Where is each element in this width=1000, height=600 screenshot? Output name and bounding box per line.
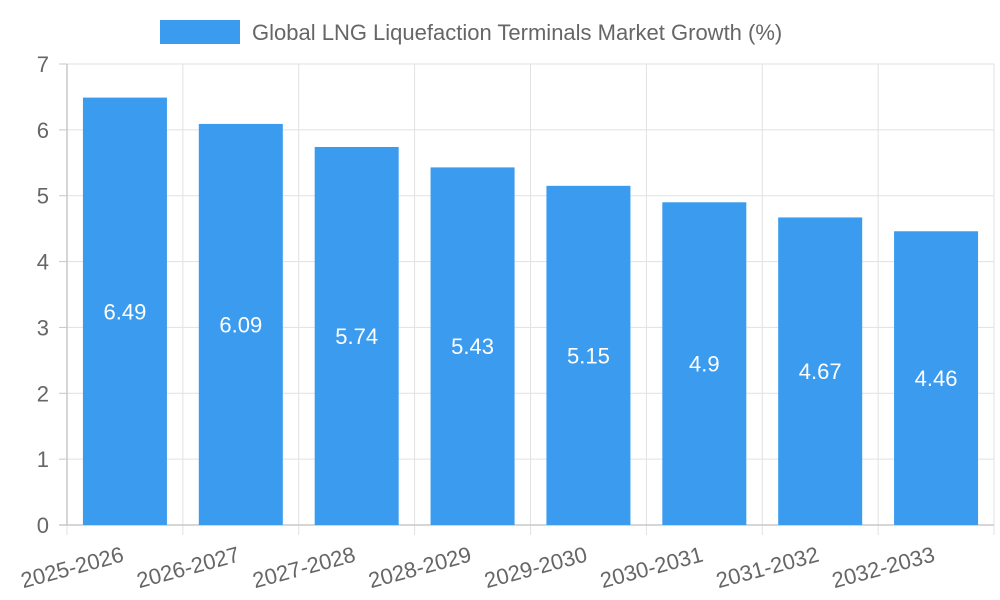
x-tick-labels: 2025-2026 2026-2027 2027-2028 2028-2029 2029… (18, 542, 937, 593)
y-tick-labels: 0 1 2 3 4 5 6 7 (37, 52, 49, 538)
x-tick-label: 2026-2027 (134, 542, 242, 593)
y-tick-label: 6 (37, 118, 49, 143)
bar[interactable] (894, 231, 979, 525)
y-tick-label: 4 (37, 250, 49, 275)
data-label: 5.74 (335, 324, 378, 349)
legend[interactable]: Global LNG Liquefaction Terminals Market… (160, 20, 782, 45)
data-label: 4.9 (689, 352, 720, 377)
bars (82, 97, 979, 526)
x-tick-label: 2032-2033 (829, 542, 937, 593)
legend-swatch (160, 20, 240, 44)
data-label: 6.49 (104, 299, 147, 324)
x-tick-label: 2030-2031 (598, 542, 706, 593)
y-tick-label: 5 (37, 184, 49, 209)
bar[interactable] (314, 146, 399, 526)
x-tick-label: 2028-2029 (366, 542, 474, 593)
y-tick-label: 1 (37, 447, 49, 472)
x-tick-label: 2025-2026 (18, 542, 126, 593)
x-tick-label: 2027-2028 (250, 542, 358, 593)
bar[interactable] (662, 202, 747, 526)
x-tick-label: 2029-2030 (482, 542, 590, 593)
data-label: 5.15 (567, 343, 610, 368)
data-labels: 6.49 6.09 5.74 5.43 5.15 4.9 4.67 4.46 (104, 299, 958, 391)
bar[interactable] (546, 185, 631, 526)
data-label: 5.43 (451, 334, 494, 359)
data-label: 4.46 (915, 366, 958, 391)
data-label: 6.09 (219, 312, 262, 337)
bar[interactable] (82, 97, 167, 525)
y-tick-label: 2 (37, 381, 49, 406)
bar[interactable] (778, 217, 863, 525)
y-tick-label: 3 (37, 315, 49, 340)
bar[interactable] (430, 167, 515, 525)
y-tick-label: 0 (37, 513, 49, 538)
bar[interactable] (198, 123, 283, 526)
y-tick-label: 7 (37, 52, 49, 77)
x-tick-label: 2031-2032 (713, 542, 821, 593)
data-label: 4.67 (799, 359, 842, 384)
legend-label: Global LNG Liquefaction Terminals Market… (252, 20, 782, 45)
